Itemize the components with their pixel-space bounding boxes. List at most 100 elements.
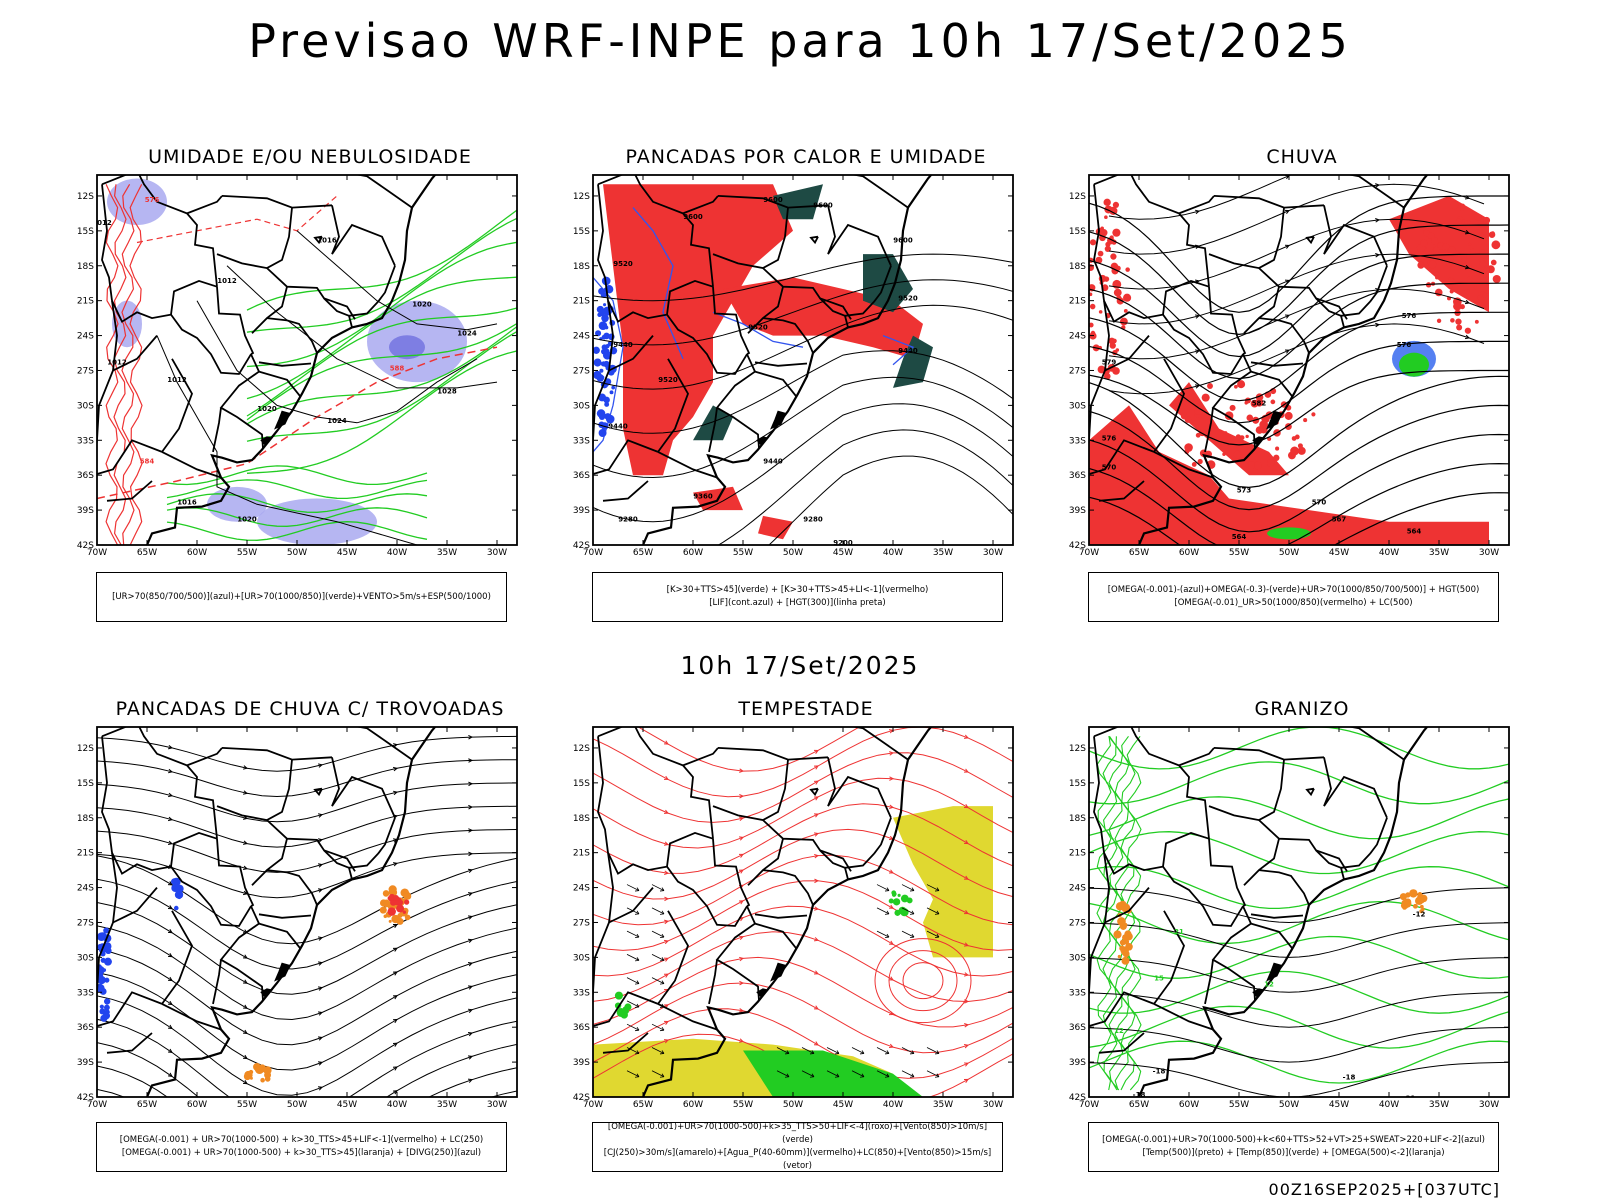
rain-spot — [1233, 450, 1241, 459]
rain-spot — [1422, 229, 1430, 237]
low-level-streamline-arrow — [888, 1043, 895, 1049]
streamline-arrow — [467, 1078, 474, 1083]
political-border — [1104, 887, 1150, 924]
height-contour — [1089, 253, 1509, 358]
thickness-contour — [129, 184, 143, 545]
rain-spot — [1477, 295, 1482, 300]
map-content: 9600 9600 9600 9600 9520 9520 9520 9440 9440 9520… — [593, 175, 1013, 545]
rain-spot — [1090, 330, 1096, 336]
wind-vector — [901, 1047, 915, 1055]
rain-spot — [1449, 289, 1454, 294]
lon-tick-label: 30W — [983, 548, 1003, 558]
wind-vector — [876, 907, 890, 915]
political-border — [186, 747, 223, 767]
streamline-arrow — [467, 915, 474, 920]
streamline-arrow — [468, 758, 474, 763]
divergence-spot — [103, 957, 112, 966]
political-border — [354, 727, 413, 761]
lon-tick-label: 65W — [1129, 1100, 1149, 1110]
contour-label: 1020 — [412, 300, 432, 308]
rain-spot — [1089, 303, 1096, 310]
lat-tick-label: 30S — [573, 401, 590, 411]
wind-vector — [851, 1070, 865, 1078]
streamline-arrow — [242, 765, 249, 770]
humidity-midlevel-area — [112, 300, 142, 348]
streamline-arrow — [467, 868, 474, 874]
low-level-streamline-arrow — [663, 809, 670, 814]
rain-spot — [1478, 273, 1484, 280]
political-border — [1178, 195, 1215, 215]
political-border — [682, 195, 719, 215]
temp-500-contour — [1089, 992, 1509, 1028]
lon-tick-label: 30W — [487, 548, 507, 558]
political-border — [331, 757, 396, 819]
lat-tick-label: 33S — [1069, 436, 1086, 446]
political-border — [1208, 207, 1285, 270]
low-level-streamline — [593, 828, 1013, 900]
lat-tick-label: 12S — [77, 192, 94, 202]
political-border — [873, 265, 892, 303]
divergence-spot — [103, 998, 111, 1005]
contour-label: 564 — [1232, 533, 1247, 541]
low-level-streamline-arrow — [738, 869, 744, 874]
lat-tick-label: 36S — [77, 471, 94, 481]
lifted-index-spot — [605, 343, 610, 349]
legend-line: [OMEGA(-0.001) + UR>70(1000-500) + k>30_… — [119, 1135, 484, 1145]
contour-label: 567 — [1332, 516, 1347, 524]
wind-vector — [901, 907, 915, 915]
rain-spot — [1428, 260, 1437, 269]
lat-tick-label: 33S — [573, 988, 590, 998]
wind-vector — [776, 1047, 790, 1055]
low-level-streamline-arrow — [963, 1044, 970, 1049]
valid-time-label: 10h 17/Set/2025 — [680, 651, 920, 680]
omega-500-spot — [1115, 902, 1125, 911]
panel-title: TEMPESTADE — [738, 698, 874, 720]
streamline-arrow — [167, 881, 173, 886]
contour-label: 21 — [1174, 928, 1184, 936]
political-border — [1258, 317, 1310, 354]
rain-spot — [1311, 412, 1316, 417]
political-border — [212, 959, 222, 1005]
political-border — [602, 1032, 649, 1054]
political-border — [313, 787, 323, 797]
lifted-index-spot — [604, 401, 610, 407]
rain-spot — [1244, 401, 1248, 405]
low-level-streamline-arrow — [813, 813, 820, 818]
streamline-arrow — [167, 952, 173, 958]
political-border — [1208, 838, 1247, 907]
wind-vector — [626, 1023, 640, 1032]
streamline-arrow — [392, 1018, 398, 1024]
low-level-streamline — [888, 950, 958, 1012]
contour-label: 582 — [1252, 399, 1267, 407]
omega-500-spot — [1409, 889, 1418, 898]
lon-tick-label: 40W — [1379, 1100, 1399, 1110]
rain-spot — [1435, 275, 1439, 280]
rain-spot — [1273, 454, 1280, 462]
political-border — [597, 727, 714, 839]
instability-area — [758, 515, 793, 540]
contour-label: 9600 — [893, 236, 913, 244]
low-level-streamline-arrow — [663, 939, 670, 945]
lon-tick-label: 70W — [1079, 1100, 1099, 1110]
low-level-streamline-arrow — [963, 875, 969, 880]
wind-vector — [626, 930, 640, 939]
streamline — [97, 852, 517, 899]
rain-spot — [1294, 434, 1300, 440]
run-time-label: 00Z16SEP2025+[037UTC] — [1268, 1180, 1500, 1199]
low-level-streamline-arrow — [963, 910, 969, 915]
lat-tick-label: 36S — [573, 471, 590, 481]
streamline-arrow — [242, 790, 249, 795]
rain-spot — [1461, 221, 1465, 225]
legend-trovoadas: [OMEGA(-0.001) + UR>70(1000-500) + k>30_… — [96, 1122, 507, 1172]
streamline-arrow — [242, 1080, 248, 1085]
lon-tick-label: 55W — [733, 548, 753, 558]
lifted-index-spot — [604, 325, 609, 330]
lon-tick-label: 55W — [237, 1100, 257, 1110]
divergence-spot — [97, 984, 105, 993]
political-border — [1104, 335, 1150, 372]
political-border — [1162, 314, 1244, 375]
lat-tick-label: 12S — [573, 744, 590, 754]
divergence-spot — [100, 957, 106, 963]
